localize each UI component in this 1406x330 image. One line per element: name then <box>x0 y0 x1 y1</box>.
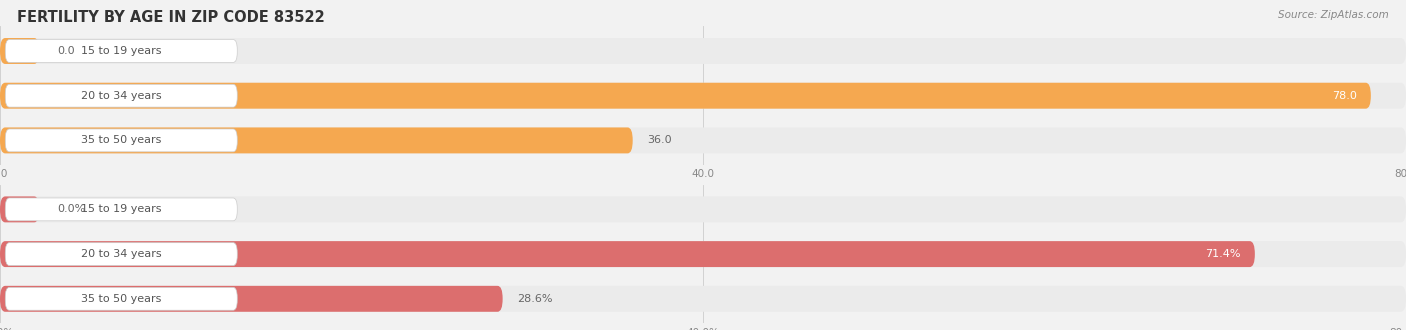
Text: 15 to 19 years: 15 to 19 years <box>82 204 162 215</box>
FancyBboxPatch shape <box>0 83 1371 109</box>
FancyBboxPatch shape <box>6 129 238 152</box>
FancyBboxPatch shape <box>0 286 503 312</box>
Text: 35 to 50 years: 35 to 50 years <box>82 135 162 146</box>
FancyBboxPatch shape <box>0 83 1406 109</box>
FancyBboxPatch shape <box>6 243 238 266</box>
Text: 0.0: 0.0 <box>58 46 75 56</box>
Text: 20 to 34 years: 20 to 34 years <box>82 249 162 259</box>
FancyBboxPatch shape <box>0 241 1406 267</box>
Text: 15 to 19 years: 15 to 19 years <box>82 46 162 56</box>
Text: 20 to 34 years: 20 to 34 years <box>82 91 162 101</box>
FancyBboxPatch shape <box>0 38 1406 64</box>
FancyBboxPatch shape <box>0 127 1406 153</box>
FancyBboxPatch shape <box>0 127 633 153</box>
FancyBboxPatch shape <box>6 84 238 107</box>
FancyBboxPatch shape <box>0 196 39 222</box>
Text: 28.6%: 28.6% <box>517 294 553 304</box>
Text: 0.0%: 0.0% <box>58 204 86 215</box>
Text: 36.0: 36.0 <box>647 135 672 146</box>
Text: 78.0: 78.0 <box>1331 91 1357 101</box>
Text: 71.4%: 71.4% <box>1205 249 1241 259</box>
FancyBboxPatch shape <box>0 241 1256 267</box>
FancyBboxPatch shape <box>6 198 238 221</box>
FancyBboxPatch shape <box>6 287 238 310</box>
FancyBboxPatch shape <box>6 40 238 62</box>
Text: Source: ZipAtlas.com: Source: ZipAtlas.com <box>1278 10 1389 20</box>
Text: 35 to 50 years: 35 to 50 years <box>82 294 162 304</box>
FancyBboxPatch shape <box>0 38 39 64</box>
Text: FERTILITY BY AGE IN ZIP CODE 83522: FERTILITY BY AGE IN ZIP CODE 83522 <box>17 10 325 25</box>
FancyBboxPatch shape <box>0 286 1406 312</box>
FancyBboxPatch shape <box>0 196 1406 222</box>
